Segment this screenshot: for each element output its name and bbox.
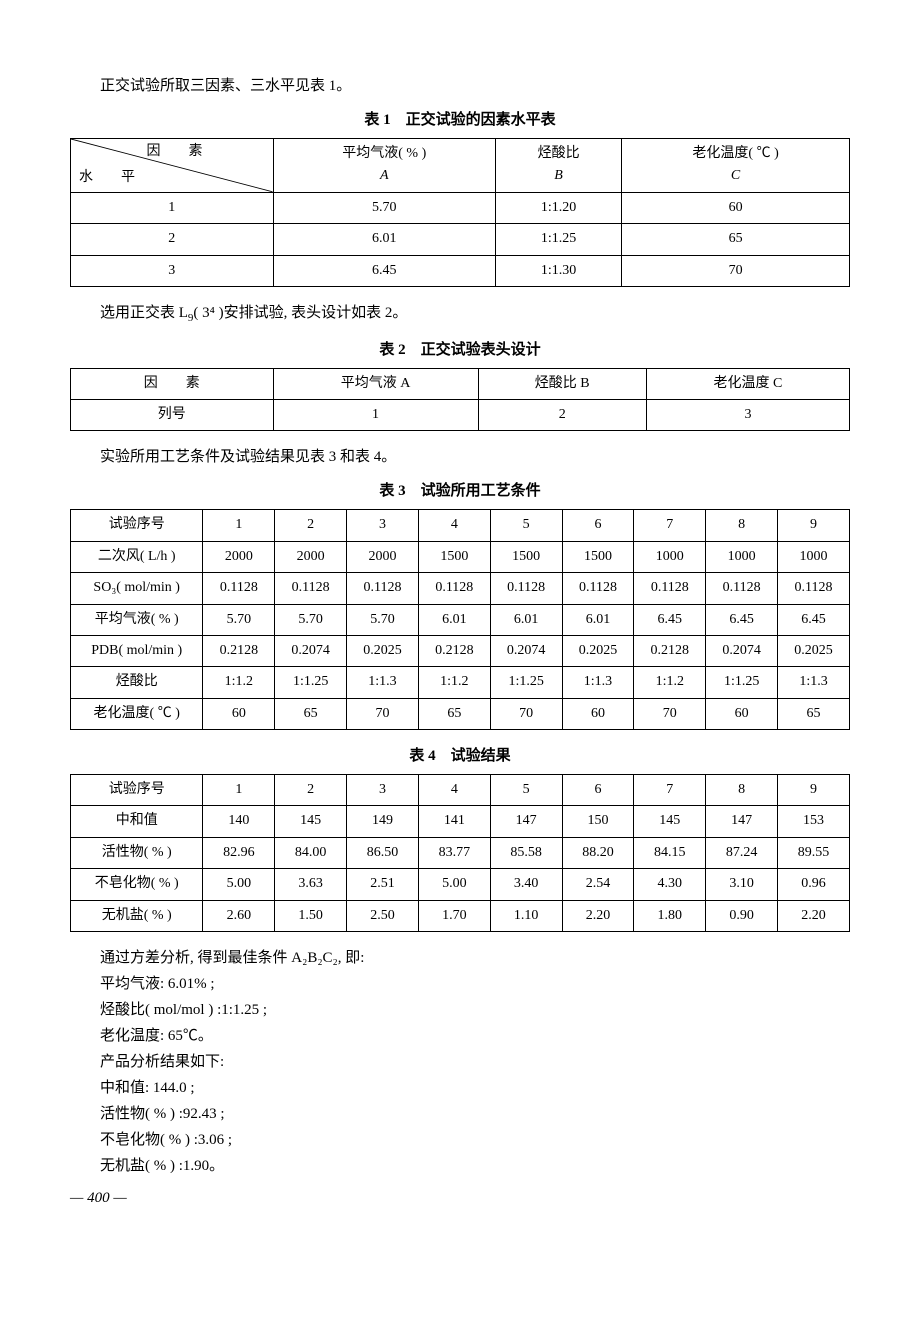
- result-line: 烃酸比( mol/mol ) :1:1.25 ;: [70, 998, 850, 1022]
- intro-text-3: 实验所用工艺条件及试验结果见表 3 和表 4。: [70, 445, 850, 469]
- intro-text-1: 正交试验所取三因素、三水平见表 1。: [70, 74, 850, 98]
- result-line: 平均气液: 6.01% ;: [70, 972, 850, 996]
- results-block: 通过方差分析, 得到最佳条件 A₂B₂C₂, 即:平均气液: 6.01% ;烃酸…: [70, 946, 850, 1178]
- table-row: 活性物( % )82.9684.0086.5083.7785.5888.2084…: [71, 837, 850, 868]
- table-row: 中和值140145149141147150145147153: [71, 806, 850, 837]
- table-row: 2 6.01 1:1.25 65: [71, 224, 850, 255]
- table-row: SO₃( mol/min )0.11280.11280.11280.11280.…: [71, 573, 850, 604]
- table-row: 3 6.45 1:1.30 70: [71, 255, 850, 286]
- table4: 试验序号123456789中和值140145149141147150145147…: [70, 774, 850, 932]
- table-row: 因 素 平均气液 A 烃酸比 B 老化温度 C: [71, 368, 850, 399]
- table-row: 列号 1 2 3: [71, 399, 850, 430]
- table-row: 试验序号123456789: [71, 510, 850, 541]
- result-line: 中和值: 144.0 ;: [70, 1076, 850, 1100]
- table-row: 二次风( L/h )200020002000150015001500100010…: [71, 541, 850, 572]
- table4-caption: 表 4 试验结果: [70, 744, 850, 768]
- intro-text-2: 选用正交表 L9( 3⁴ )安排试验, 表头设计如表 2。: [70, 301, 850, 328]
- table1: 因 素 水 平 平均气液( % )A 烃酸比B 老化温度( ℃ )C 1 5.7…: [70, 138, 850, 287]
- table-row: 老化温度( ℃ )606570657060706065: [71, 698, 850, 729]
- table1-header-a: 平均气液( % )A: [273, 139, 495, 193]
- table2-caption: 表 2 正交试验表头设计: [70, 338, 850, 362]
- page-number: — 400 —: [70, 1186, 850, 1210]
- table1-header-b: 烃酸比B: [496, 139, 622, 193]
- table1-diag-header: 因 素 水 平: [71, 139, 274, 193]
- table-row: 不皂化物( % )5.003.632.515.003.402.544.303.1…: [71, 869, 850, 900]
- table1-header-c: 老化温度( ℃ )C: [622, 139, 850, 193]
- table2: 因 素 平均气液 A 烃酸比 B 老化温度 C 列号 1 2 3: [70, 368, 850, 432]
- table-row: 烃酸比1:1.21:1.251:1.31:1.21:1.251:1.31:1.2…: [71, 667, 850, 698]
- table3-caption: 表 3 试验所用工艺条件: [70, 479, 850, 503]
- result-line: 产品分析结果如下:: [70, 1050, 850, 1074]
- diag-top-label: 因 素: [147, 141, 203, 163]
- table1-caption: 表 1 正交试验的因素水平表: [70, 108, 850, 132]
- table-row: PDB( mol/min )0.21280.20740.20250.21280.…: [71, 635, 850, 666]
- result-line: 通过方差分析, 得到最佳条件 A₂B₂C₂, 即:: [70, 946, 850, 970]
- table-row: 试验序号123456789: [71, 775, 850, 806]
- result-line: 老化温度: 65℃。: [70, 1024, 850, 1048]
- table3: 试验序号123456789二次风( L/h )20002000200015001…: [70, 509, 850, 730]
- table-row: 无机盐( % )2.601.502.501.701.102.201.800.90…: [71, 900, 850, 931]
- result-line: 无机盐( % ) :1.90。: [70, 1154, 850, 1178]
- table-row: 平均气液( % )5.705.705.706.016.016.016.456.4…: [71, 604, 850, 635]
- result-line: 活性物( % ) :92.43 ;: [70, 1102, 850, 1126]
- diag-bot-label: 水 平: [79, 167, 135, 189]
- table-row: 1 5.70 1:1.20 60: [71, 192, 850, 223]
- result-line: 不皂化物( % ) :3.06 ;: [70, 1128, 850, 1152]
